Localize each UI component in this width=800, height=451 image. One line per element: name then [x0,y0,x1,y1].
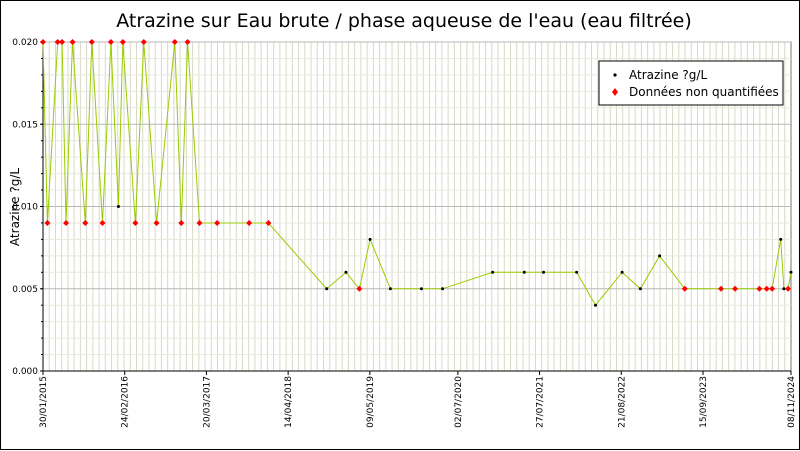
data-point-non-quantified [99,219,106,226]
data-point-quantified [620,270,624,274]
data-point-non-quantified [763,285,770,292]
x-tick-label: 02/07/2020 [454,376,464,428]
data-point-non-quantified [54,39,61,45]
data-point-non-quantified [132,219,139,226]
data-point-non-quantified [184,39,191,45]
chart-title: Atrazine sur Eau brute / phase aqueuse d… [116,10,692,32]
x-tick-label: 15/09/2023 [699,376,709,428]
x-tick-label: 21/08/2022 [617,376,627,428]
data-point-quantified [522,270,526,274]
data-point-quantified [116,205,120,208]
data-point-non-quantified [63,219,70,226]
data-point-non-quantified [246,219,253,226]
legend-box [598,60,784,106]
data-point-non-quantified [153,219,160,226]
y-axis-label: Atrazine ?g/L [8,168,22,246]
data-point-quantified [658,254,662,258]
data-markers [40,39,793,307]
data-point-non-quantified [756,285,763,292]
data-point-quantified [368,237,372,241]
data-point-quantified [594,303,598,307]
data-point-non-quantified [40,39,46,45]
legend-marker-quantified [613,73,617,77]
x-tick-label: 14/04/2018 [284,376,294,428]
y-tick-label: 0.010 [12,203,38,213]
data-point-non-quantified [681,285,688,292]
y-axis: 0.000 0.005 0.010 0.015 0.020 [12,38,44,377]
data-point-non-quantified [140,39,147,45]
data-point-non-quantified [69,39,76,45]
x-axis: 30/01/2015 24/02/2016 20/03/2017 14/04/2018… [39,370,797,428]
data-point-quantified [782,287,786,291]
x-tick-label: 27/07/2021 [536,376,546,428]
data-point-non-quantified [171,39,178,45]
data-point-non-quantified [178,219,185,226]
y-tick-label: 0.020 [12,38,38,48]
data-point-non-quantified [769,285,776,292]
data-point-non-quantified [196,219,203,226]
data-point-quantified [441,287,445,291]
data-point-non-quantified [718,285,725,292]
y-tick-label: 0.015 [12,120,38,130]
data-point-non-quantified [88,39,95,45]
data-point-quantified [325,287,329,291]
data-point-quantified [388,287,392,291]
data-point-quantified [575,270,579,274]
legend-label-quantified: Atrazine ?g/L [629,68,707,82]
data-point-non-quantified [119,39,126,45]
data-point-non-quantified [44,219,51,226]
data-point-non-quantified [265,219,272,226]
data-point-quantified [542,270,546,274]
data-point-non-quantified [59,39,66,45]
legend: Atrazine ?g/L Données non quantifiées [598,60,784,106]
data-point-non-quantified [356,285,363,292]
legend-label-non-quantified: Données non quantifiées [629,85,779,99]
data-point-quantified [779,237,783,241]
data-point-non-quantified [107,39,114,45]
data-point-non-quantified [214,219,221,226]
data-point-quantified [638,287,642,291]
data-point-quantified [419,287,423,291]
x-tick-label: 30/01/2015 [39,376,49,428]
data-point-non-quantified [82,219,89,226]
data-point-quantified [491,270,495,274]
y-tick-label: 0.000 [12,367,38,377]
data-point-non-quantified [785,285,792,292]
x-tick-label: 08/11/2024 [787,376,797,428]
x-tick-label: 20/03/2017 [202,376,212,428]
x-tick-label: 24/02/2016 [121,376,131,428]
data-point-non-quantified [732,285,739,292]
x-tick-label: 09/05/2019 [366,376,376,428]
data-point-quantified [789,270,793,274]
data-point-quantified [344,270,348,274]
legend-marker-non-quantified [612,88,618,96]
y-tick-label: 0.005 [12,285,38,295]
